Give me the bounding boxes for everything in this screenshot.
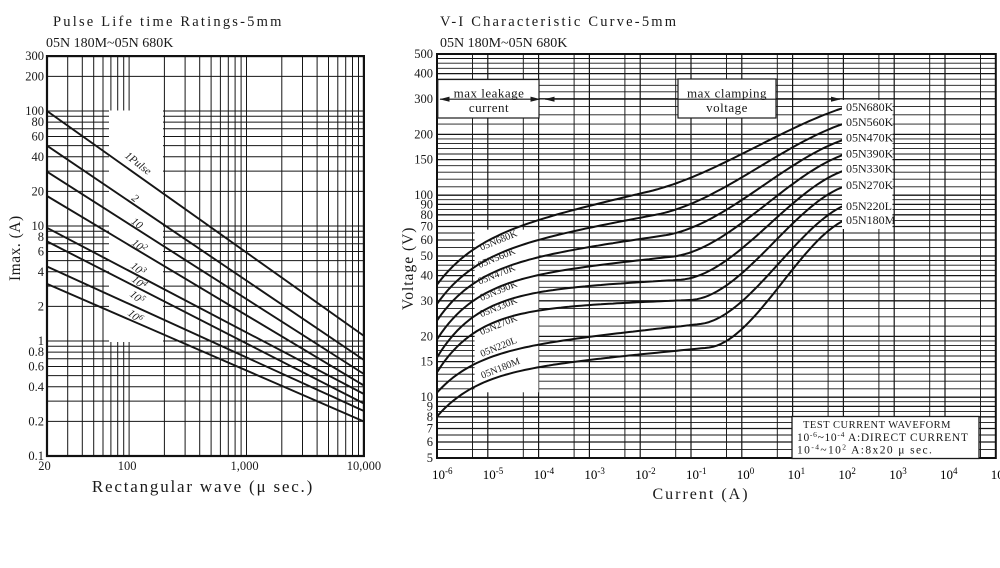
- svg-text:max leakage: max leakage: [454, 86, 525, 101]
- svg-text:100: 100: [118, 459, 137, 473]
- svg-text:05N220L: 05N220L: [846, 199, 892, 213]
- svg-text:Voltage (V): Voltage (V): [400, 227, 417, 310]
- svg-text:05N180M: 05N180M: [846, 213, 896, 227]
- svg-text:voltage: voltage: [706, 100, 748, 115]
- svg-text:1,000: 1,000: [230, 459, 258, 473]
- svg-text:100: 100: [414, 188, 433, 202]
- svg-text:9: 9: [427, 399, 433, 413]
- svg-text:8: 8: [427, 410, 433, 424]
- svg-text:20: 20: [32, 184, 45, 198]
- svg-text:6: 6: [38, 245, 44, 259]
- svg-text:Imax. (A): Imax. (A): [7, 215, 24, 281]
- svg-text:200: 200: [25, 69, 44, 83]
- svg-text:60: 60: [32, 130, 45, 144]
- svg-text:20: 20: [421, 329, 434, 343]
- svg-text:80: 80: [32, 115, 45, 129]
- svg-text:105: 105: [991, 466, 1000, 482]
- svg-text:6: 6: [427, 435, 433, 449]
- svg-text:8: 8: [38, 230, 44, 244]
- svg-text:0.1: 0.1: [28, 449, 44, 463]
- svg-text:40: 40: [421, 269, 434, 283]
- svg-text:300: 300: [25, 49, 44, 63]
- svg-text:4: 4: [38, 265, 45, 279]
- svg-text:2: 2: [38, 299, 44, 313]
- svg-text:05N 180M~05N 680K: 05N 180M~05N 680K: [440, 36, 567, 51]
- svg-text:0.4: 0.4: [28, 380, 44, 394]
- svg-text:100: 100: [25, 104, 44, 118]
- svg-text:30: 30: [421, 294, 434, 308]
- svg-text:10-4~102 A:8x20 μ sec.: 10-4~102 A:8x20 μ sec.: [797, 443, 933, 457]
- svg-text:7: 7: [427, 422, 433, 436]
- svg-text:Current (A): Current (A): [652, 486, 749, 503]
- svg-text:05N330K: 05N330K: [846, 162, 894, 176]
- svg-text:400: 400: [414, 67, 433, 81]
- svg-text:50: 50: [421, 249, 434, 263]
- svg-text:05N680K: 05N680K: [846, 100, 894, 114]
- svg-text:20: 20: [38, 459, 51, 473]
- svg-text:10,000: 10,000: [347, 459, 381, 473]
- svg-text:max clamping: max clamping: [687, 86, 767, 101]
- svg-text:1: 1: [38, 334, 44, 348]
- svg-text:05N390K: 05N390K: [846, 146, 894, 160]
- svg-text:60: 60: [421, 233, 434, 247]
- svg-text:90: 90: [421, 197, 434, 211]
- svg-text:Rectangular wave (μ sec.): Rectangular wave (μ sec.): [92, 477, 314, 496]
- svg-text:500: 500: [414, 47, 433, 61]
- svg-text:80: 80: [421, 208, 434, 222]
- svg-text:10-6~10-4 A:DIRECT CURRENT: 10-6~10-4 A:DIRECT CURRENT: [797, 430, 969, 444]
- svg-text:10: 10: [421, 390, 434, 404]
- svg-text:300: 300: [414, 92, 433, 106]
- svg-text:TEST CURRENT WAVEFORM: TEST CURRENT WAVEFORM: [803, 420, 951, 431]
- svg-text:5: 5: [427, 451, 433, 465]
- svg-text:70: 70: [421, 220, 434, 234]
- svg-text:0.2: 0.2: [28, 414, 44, 428]
- svg-text:40: 40: [32, 150, 45, 164]
- svg-text:150: 150: [414, 153, 433, 167]
- svg-text:05N470K: 05N470K: [846, 131, 894, 145]
- svg-text:15: 15: [421, 355, 434, 369]
- svg-text:0.8: 0.8: [28, 345, 44, 359]
- svg-text:05N560K: 05N560K: [846, 115, 894, 129]
- svg-text:200: 200: [414, 127, 433, 141]
- svg-text:05N270K: 05N270K: [846, 178, 894, 192]
- svg-text:V-I Characteristic Curve-5mm: V-I Characteristic Curve-5mm: [440, 14, 678, 30]
- svg-text:10: 10: [32, 219, 45, 233]
- svg-text:0.6: 0.6: [28, 360, 44, 374]
- svg-text:current: current: [469, 100, 509, 115]
- svg-text:Pulse Life time Ratings-5mm: Pulse Life time Ratings-5mm: [53, 14, 284, 30]
- svg-text:05N 180M~05N 680K: 05N 180M~05N 680K: [46, 36, 173, 51]
